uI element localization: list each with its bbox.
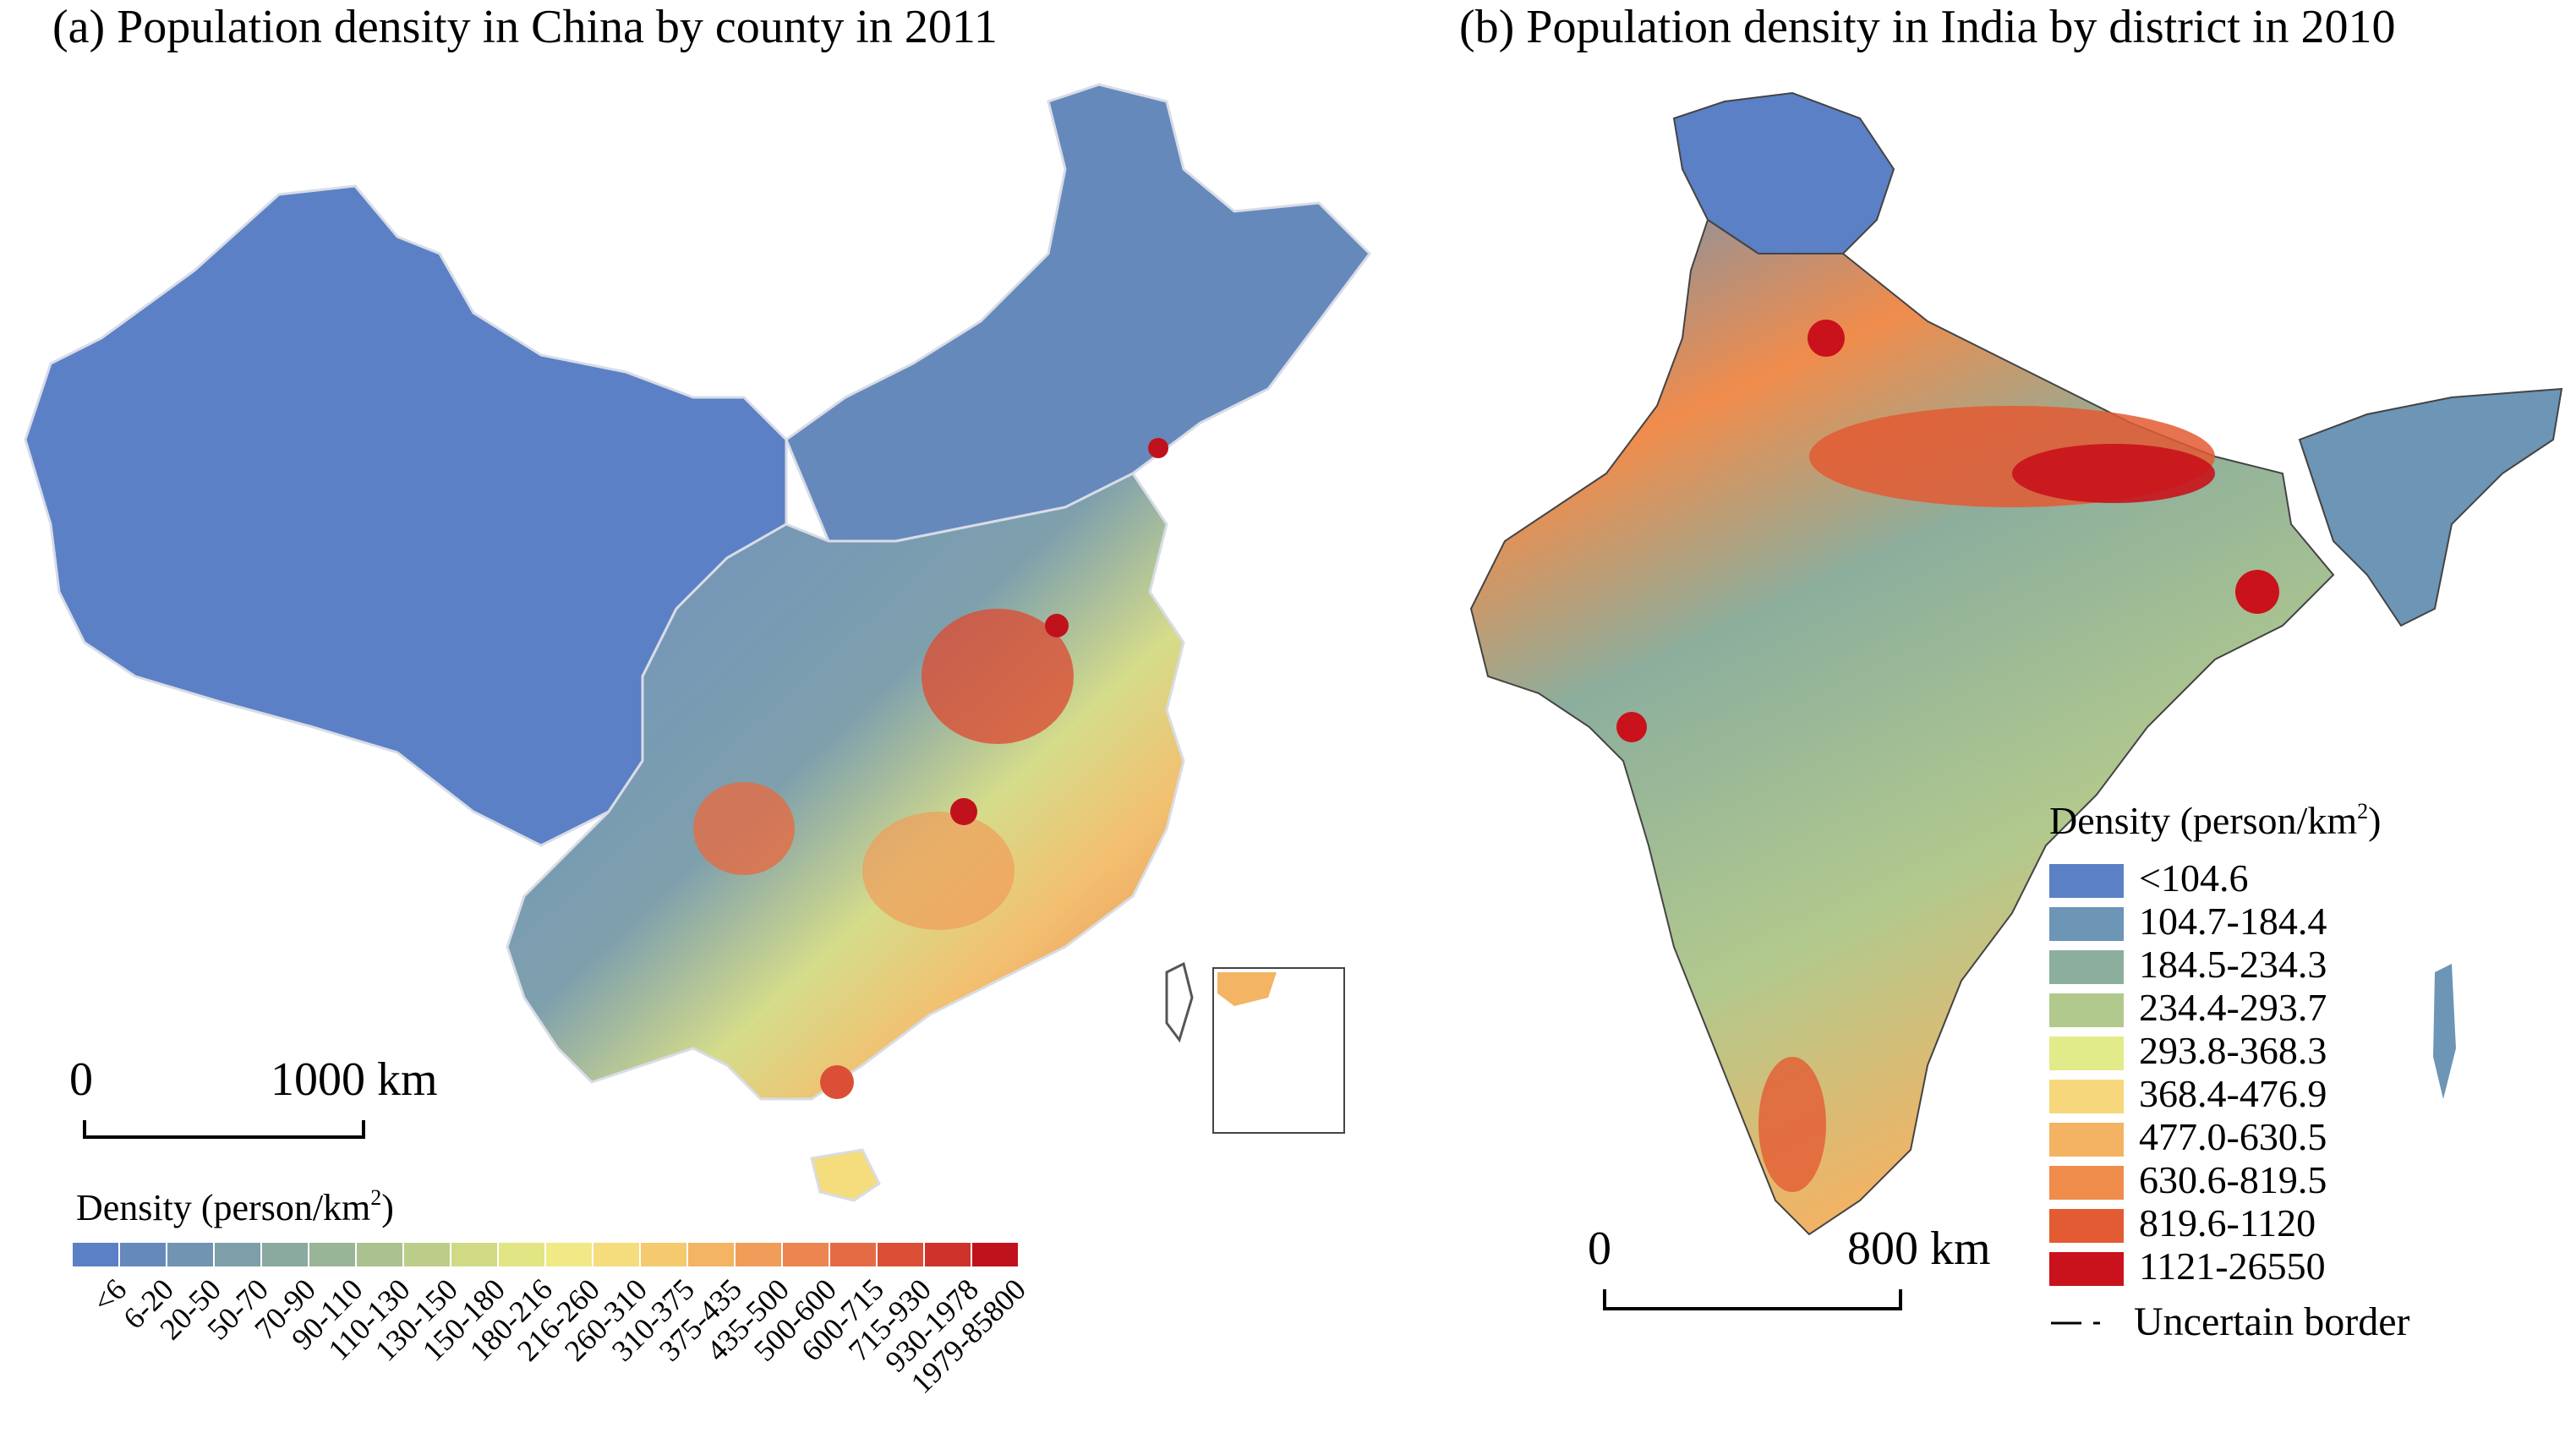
china-legend-swatch-13 xyxy=(688,1243,734,1266)
india-legend-swatch-8 xyxy=(2048,1207,2125,1244)
china-scale-start: 0 xyxy=(69,1053,93,1106)
india-andaman-islands xyxy=(2433,964,2456,1099)
china-legend-title-superscript: 2 xyxy=(370,1185,382,1210)
india-northeast-region xyxy=(2298,387,2563,627)
india-legend-label-9: 1121-26550 xyxy=(2139,1244,2326,1288)
india-kolkata-hotspot xyxy=(2235,570,2279,614)
india-legend-title-close: ) xyxy=(2368,799,2382,842)
india-delhi-hotspot xyxy=(1808,320,1845,357)
india-legend-swatch-9 xyxy=(2048,1250,2125,1288)
china-hotspot-1 xyxy=(922,609,1074,744)
india-legend-label-4: 293.8-368.3 xyxy=(2139,1029,2327,1072)
india-legend-swatch-6 xyxy=(2048,1121,2125,1158)
uncertain-border-label: Uncertain border xyxy=(2134,1299,2410,1344)
india-legend-label-7: 630.6-819.5 xyxy=(2139,1158,2327,1201)
china-legend-swatch-1 xyxy=(120,1243,166,1266)
india-legend-label-0: <104.6 xyxy=(2139,856,2249,900)
india-legend-title-superscript: 2 xyxy=(2357,799,2369,823)
india-legend-swatch-2 xyxy=(2048,949,2125,986)
china-map-title: (a) Population density in China by count… xyxy=(52,1,998,53)
china-legend-swatch-19 xyxy=(972,1243,1018,1266)
india-map-title: (b) Population density in India by distr… xyxy=(1459,1,2396,53)
india-legend-label-2: 184.5-234.3 xyxy=(2139,943,2327,986)
china-legend-swatch-6 xyxy=(357,1243,402,1266)
china-legend-swatch-11 xyxy=(593,1243,639,1266)
china-legend-swatch-4 xyxy=(262,1243,308,1266)
china-legend-swatch-7 xyxy=(404,1243,450,1266)
china-hotspot-7 xyxy=(1148,438,1168,458)
india-map xyxy=(1469,91,2563,1236)
china-legend-swatch-2 xyxy=(167,1243,213,1266)
china-legend-swatch-5 xyxy=(309,1243,355,1266)
india-legend-label-6: 477.0-630.5 xyxy=(2139,1115,2327,1158)
china-legend-swatch-15 xyxy=(783,1243,829,1266)
india-legend-swatch-4 xyxy=(2048,1035,2125,1072)
china-legend-swatch-16 xyxy=(830,1243,876,1266)
china-legend-swatch-0 xyxy=(73,1243,118,1266)
india-legend-label-8: 819.6-1120 xyxy=(2139,1201,2316,1244)
china-legend-swatch-18 xyxy=(925,1243,971,1266)
china-hotspot-6 xyxy=(820,1065,854,1099)
india-legend-label-5: 368.4-476.9 xyxy=(2139,1072,2327,1115)
india-legend-label-1: 104.7-184.4 xyxy=(2139,900,2327,943)
india-kashmir-region xyxy=(1672,91,1895,254)
china-legend-swatch-8 xyxy=(451,1243,497,1266)
china-hotspot-4 xyxy=(950,798,977,825)
china-legend-swatch-12 xyxy=(641,1243,686,1266)
china-scale-end: 1000 km xyxy=(271,1053,438,1106)
china-hotspot-3 xyxy=(862,812,1015,930)
china-legend-title-close: ) xyxy=(381,1187,394,1228)
india-scale-start: 0 xyxy=(1588,1223,1611,1275)
china-legend-swatch-17 xyxy=(878,1243,923,1266)
india-scale-bar xyxy=(1603,1289,1902,1310)
inset-coast xyxy=(1217,972,1277,1006)
china-hainan-island xyxy=(810,1148,881,1202)
south-china-sea-inset xyxy=(1212,967,1345,1134)
india-legend-swatch-7 xyxy=(2048,1164,2125,1201)
china-map xyxy=(24,83,1371,1202)
china-scale-bar xyxy=(83,1120,365,1139)
china-taiwan-island xyxy=(1165,961,1194,1043)
india-bihar-hotspot xyxy=(2012,444,2215,503)
china-north-region xyxy=(785,83,1371,543)
india-legend-title-text: Density (person/km xyxy=(2049,799,2358,842)
india-legend-swatch-1 xyxy=(2048,905,2125,943)
china-hotspot-5 xyxy=(1045,614,1069,637)
china-legend-swatch-10 xyxy=(546,1243,592,1266)
china-legend-swatch-14 xyxy=(736,1243,781,1266)
india-legend-swatch-5 xyxy=(2048,1078,2125,1115)
china-legend-swatch-9 xyxy=(499,1243,544,1266)
china-legend-bar xyxy=(73,1243,1018,1266)
india-scale-end: 800 km xyxy=(1847,1223,1991,1275)
china-legend-swatch-3 xyxy=(215,1243,260,1266)
india-legend-swatch-0 xyxy=(2048,862,2125,900)
india-legend-label-3: 234.4-293.7 xyxy=(2139,986,2327,1029)
india-legend-swatch-3 xyxy=(2048,992,2125,1029)
india-kerala-strip xyxy=(1758,1057,1826,1192)
china-legend-title: Density (person/km2) xyxy=(76,1185,394,1229)
china-hotspot-2 xyxy=(693,782,795,875)
india-legend-title: Density (person/km2) xyxy=(2049,798,2381,843)
india-mumbai-hotspot xyxy=(1616,712,1647,742)
china-legend-title-text: Density (person/km xyxy=(76,1187,371,1228)
